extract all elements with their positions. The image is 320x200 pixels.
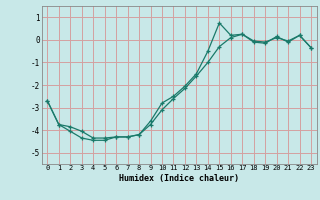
X-axis label: Humidex (Indice chaleur): Humidex (Indice chaleur) (119, 174, 239, 183)
